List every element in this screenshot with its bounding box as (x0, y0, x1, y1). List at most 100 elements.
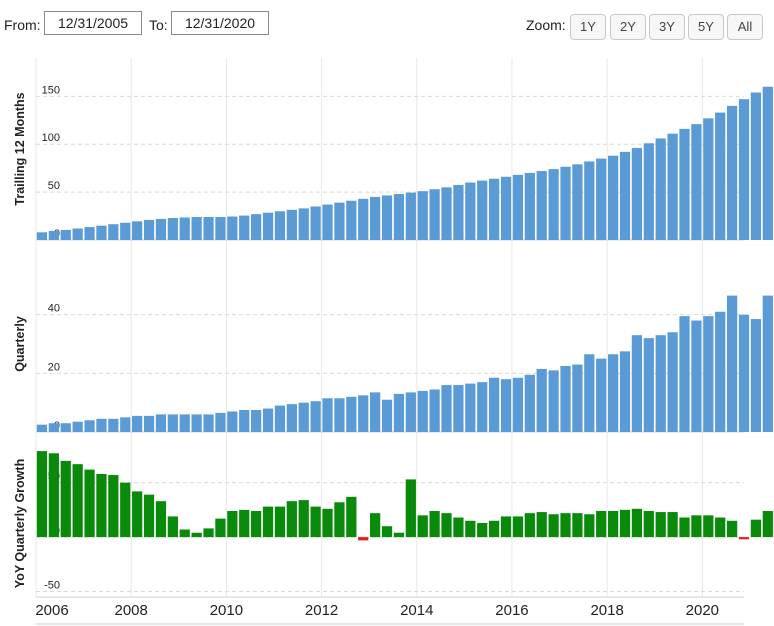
bar (298, 208, 309, 240)
bar (203, 528, 214, 538)
bar (239, 509, 250, 538)
bar (560, 513, 571, 538)
bar (72, 464, 83, 538)
bar (715, 112, 726, 240)
bar (143, 415, 155, 432)
bar (346, 496, 357, 538)
bar (500, 379, 512, 432)
bar (120, 482, 131, 538)
bar (381, 526, 393, 538)
bar (334, 398, 345, 432)
to-label: To: (149, 17, 168, 33)
bar (96, 225, 107, 240)
x-tick-label: 2008 (115, 602, 148, 619)
bar (619, 509, 631, 538)
bar (477, 382, 488, 432)
zoom-1y-button[interactable]: 1Y (570, 14, 606, 40)
bar (762, 295, 773, 432)
bar (322, 508, 333, 538)
bar (572, 164, 583, 240)
zoom-label: Zoom: (526, 17, 566, 33)
bar (607, 155, 619, 240)
x-tick-label: 2014 (400, 602, 433, 619)
y-tick-label: -50 (44, 580, 60, 592)
zoom-3y-button[interactable]: 3Y (649, 14, 685, 40)
bar (215, 518, 226, 538)
zoom-5y-button[interactable]: 5Y (688, 14, 724, 40)
from-date-input[interactable] (44, 11, 142, 35)
bar (239, 215, 250, 240)
bar (274, 506, 286, 538)
from-label: From: (4, 17, 41, 33)
bar (548, 169, 559, 240)
bar (536, 171, 547, 240)
bar (286, 404, 297, 432)
zoom-all-button[interactable]: All (727, 14, 763, 40)
bar (453, 517, 464, 538)
bar (453, 385, 464, 432)
bar (370, 392, 381, 432)
bar (179, 217, 190, 240)
bar (393, 393, 405, 432)
y-axis-title: Quarterly (13, 316, 27, 372)
bar (417, 515, 428, 538)
bar (393, 194, 405, 240)
zoom-2y-button[interactable]: 2Y (610, 14, 646, 40)
bar (512, 174, 524, 240)
bar (381, 195, 393, 240)
bar (667, 512, 678, 538)
bar (239, 410, 250, 432)
bar (524, 513, 535, 538)
bar (489, 178, 500, 240)
panel-1: 050100150Trailling 12 Months (13, 84, 773, 241)
bar (429, 189, 440, 240)
bar (548, 514, 559, 538)
bar (667, 133, 678, 240)
bar (572, 364, 583, 432)
bar (84, 469, 95, 538)
bar (691, 515, 702, 538)
bar (619, 351, 631, 432)
bar (477, 522, 488, 538)
bar (703, 515, 714, 538)
bar (72, 421, 83, 432)
bar (631, 148, 643, 240)
x-tick-label: 2016 (495, 602, 528, 619)
bar (715, 517, 726, 538)
bar (227, 510, 238, 538)
bar (286, 209, 297, 240)
bar (429, 510, 440, 538)
to-date-input[interactable] (171, 11, 269, 35)
bar (381, 399, 393, 432)
bar (596, 510, 607, 538)
x-tick-label: 2012 (305, 602, 338, 619)
bar (143, 219, 155, 240)
bar (643, 510, 654, 538)
bar (738, 99, 750, 240)
bar (84, 227, 95, 240)
bar (631, 335, 643, 432)
bar (96, 418, 107, 432)
bar (738, 537, 750, 540)
bar (72, 228, 83, 240)
bar (524, 374, 535, 432)
x-tick-label: 2010 (210, 602, 243, 619)
bar (108, 475, 119, 538)
bar (155, 414, 167, 432)
bar (465, 182, 476, 240)
bar (417, 390, 428, 432)
y-tick-label: 40 (48, 303, 60, 315)
bar (108, 224, 119, 240)
y-tick-label: 20 (48, 361, 60, 373)
bar (334, 502, 345, 538)
bar (203, 414, 214, 432)
x-tick-label: 2020 (686, 602, 719, 619)
bar (524, 172, 535, 240)
bar (500, 176, 512, 240)
bar (584, 161, 595, 240)
bar (322, 204, 333, 240)
bar (120, 417, 131, 432)
bar (310, 401, 321, 432)
bar (48, 230, 59, 240)
bar (215, 217, 226, 240)
